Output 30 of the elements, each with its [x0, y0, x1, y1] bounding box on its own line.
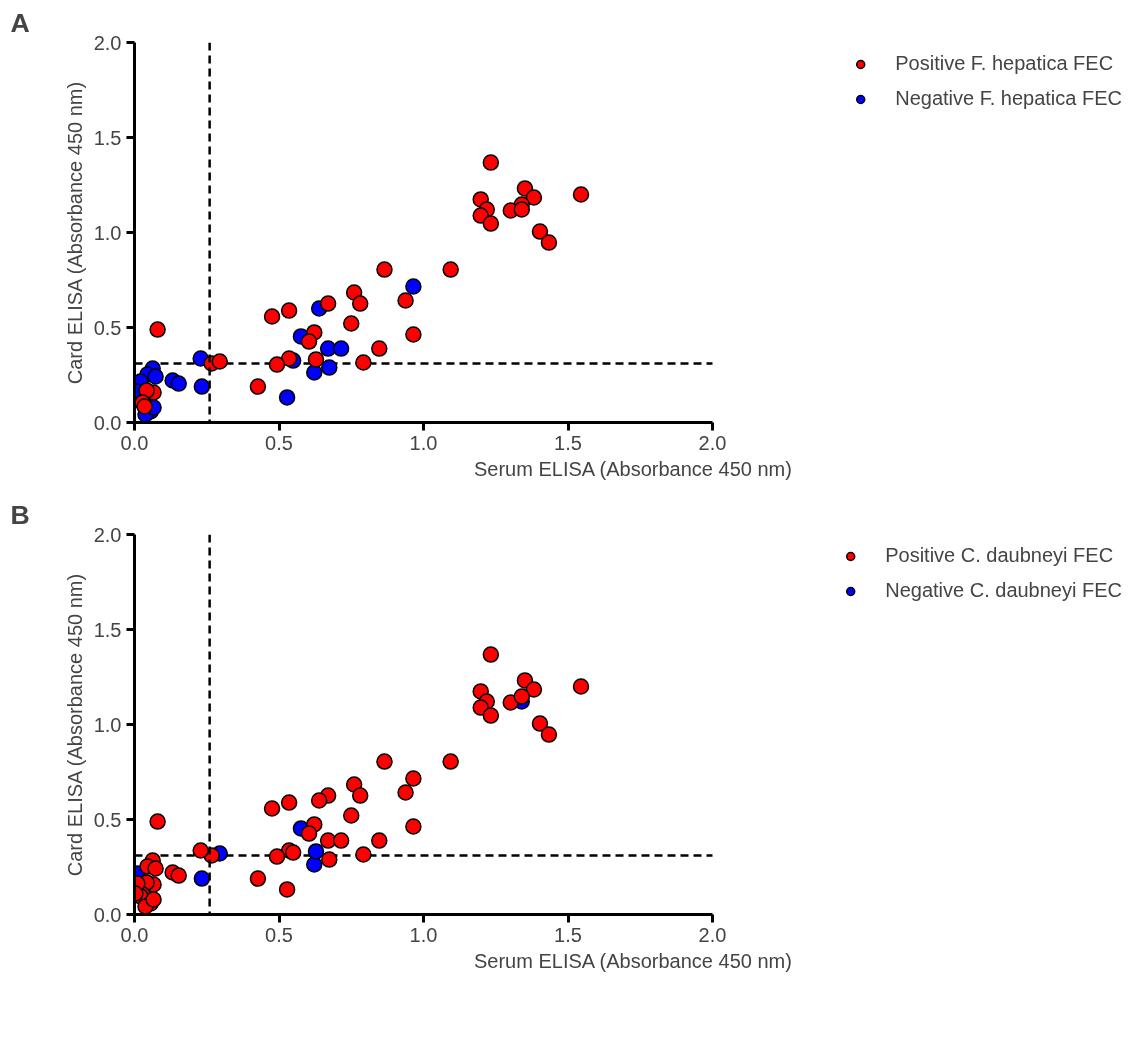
- y-tick-label: 1.0: [93, 713, 122, 736]
- text: B: [10, 499, 30, 530]
- legend-label: Negative F. hepatica FEC: [895, 87, 1122, 110]
- text: A: [10, 7, 30, 38]
- x-axis-title: Serum ELISA (Absorbance 450 nm): [473, 457, 792, 480]
- x-tick-label: 2.0: [698, 431, 727, 454]
- y-tick-label: 0.0: [93, 411, 122, 434]
- x-tick-label: 1.5: [554, 923, 582, 946]
- y-axis-title: Card ELISA (Absorbance 450 nm): [63, 81, 86, 385]
- y-tick-label: 0.0: [93, 903, 122, 926]
- x-tick-label: 1.0: [409, 923, 438, 946]
- y-tick-label: 0.5: [93, 316, 122, 339]
- y-tick-label: 0.5: [93, 808, 122, 831]
- y-tick-label: 1.5: [93, 126, 122, 149]
- x-tick-label: 0.5: [265, 923, 293, 946]
- y-tick-label: 2.0: [93, 523, 122, 546]
- x-tick-label: 0.5: [265, 431, 293, 454]
- y-tick-label: 2.0: [93, 31, 122, 54]
- x-tick-label: 0.0: [120, 431, 149, 454]
- y-axis-title: Card ELISA (Absorbance 450 nm): [63, 573, 86, 877]
- legend-label: Negative C. daubneyi FEC: [885, 579, 1122, 602]
- y-tick-label: 1.0: [93, 221, 122, 244]
- x-tick-label: 0.0: [120, 923, 149, 946]
- y-tick-label: 1.5: [93, 618, 122, 641]
- x-axis-title: Serum ELISA (Absorbance 450 nm): [473, 949, 792, 972]
- legend-label: Positive F. hepatica FEC: [895, 52, 1114, 75]
- x-tick-label: 1.0: [409, 431, 438, 454]
- x-tick-label: 1.5: [554, 431, 582, 454]
- legend-label: Positive C. daubneyi FEC: [885, 544, 1114, 567]
- x-tick-label: 2.0: [698, 923, 727, 946]
